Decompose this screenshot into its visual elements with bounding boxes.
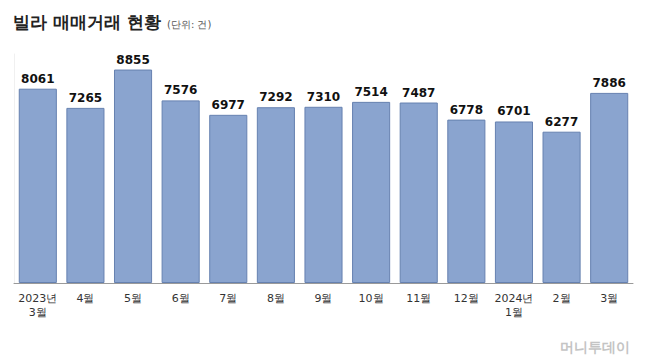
svg-text:8855: 8855 (116, 53, 149, 67)
svg-text:1월: 1월 (505, 306, 523, 319)
svg-text:7월: 7월 (219, 292, 237, 305)
svg-text:7576: 7576 (164, 83, 197, 97)
svg-text:8061: 8061 (21, 72, 54, 86)
svg-text:7310: 7310 (307, 90, 340, 104)
svg-text:8월: 8월 (267, 292, 285, 305)
svg-text:11월: 11월 (406, 292, 431, 305)
svg-text:(단위: 건): (단위: 건) (167, 19, 211, 30)
svg-text:3월: 3월 (600, 292, 618, 305)
svg-text:6701: 6701 (497, 104, 530, 118)
svg-text:12월: 12월 (454, 292, 479, 305)
svg-text:7886: 7886 (592, 76, 625, 90)
svg-text:7265: 7265 (69, 91, 102, 105)
svg-text:10월: 10월 (359, 292, 384, 305)
svg-text:6277: 6277 (545, 115, 578, 129)
svg-text:4월: 4월 (76, 292, 94, 305)
svg-text:6977: 6977 (212, 98, 245, 112)
svg-text:6778: 6778 (450, 103, 483, 117)
svg-text:7487: 7487 (402, 86, 435, 100)
svg-text:7292: 7292 (259, 90, 292, 104)
svg-text:6월: 6월 (172, 292, 190, 305)
svg-text:빌라 매매거래 현황: 빌라 매매거래 현황 (13, 12, 161, 32)
svg-text:머니투데이: 머니투데이 (560, 339, 630, 355)
svg-text:2023년: 2023년 (18, 292, 57, 305)
svg-text:3월: 3월 (29, 306, 47, 319)
svg-text:2월: 2월 (553, 292, 571, 305)
svg-text:7514: 7514 (354, 85, 387, 99)
svg-text:9월: 9월 (315, 292, 333, 305)
svg-text:5월: 5월 (124, 292, 142, 305)
svg-text:2024년: 2024년 (494, 292, 533, 305)
